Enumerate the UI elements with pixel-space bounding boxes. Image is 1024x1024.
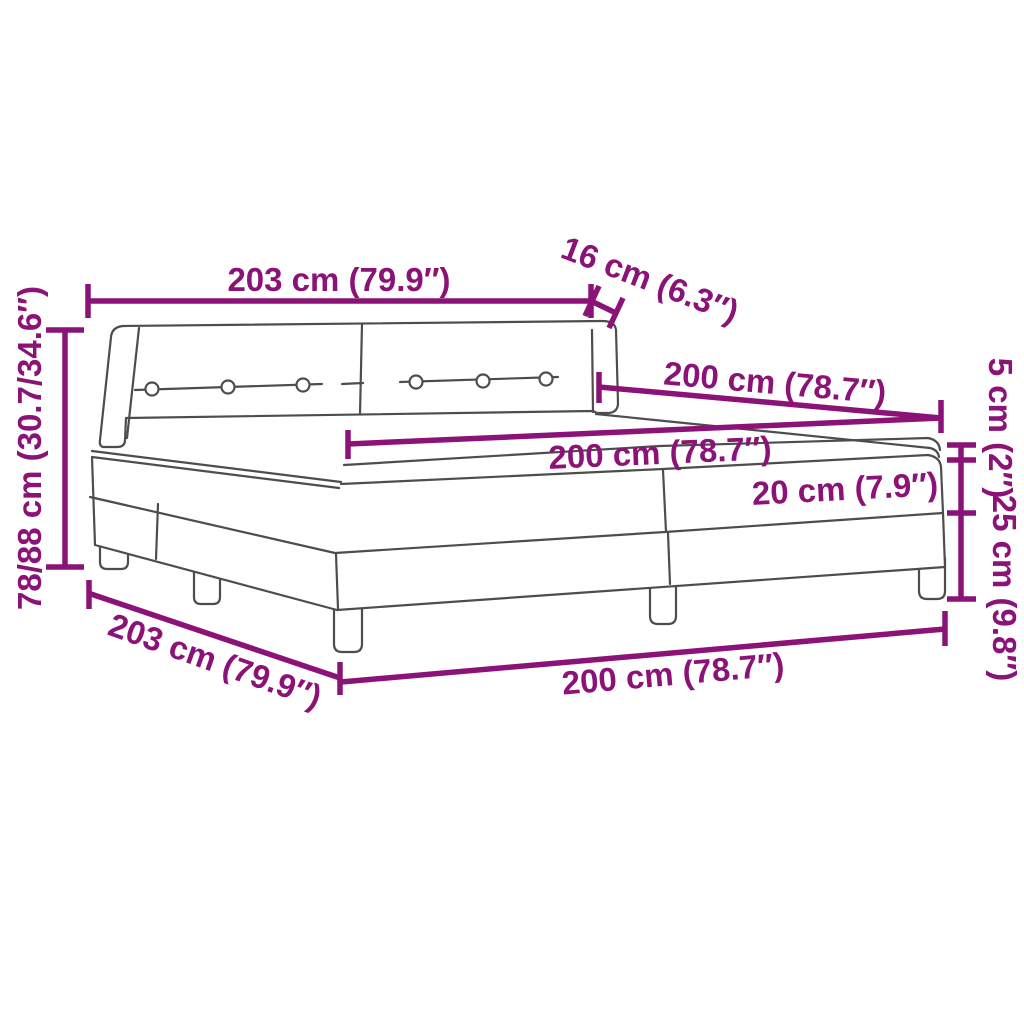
dim-tick bbox=[582, 284, 602, 318]
dim-tick bbox=[606, 296, 626, 330]
headboard-left-wing-inner bbox=[125, 326, 141, 440]
mattress-divider bbox=[661, 468, 668, 534]
dim-total-height bbox=[46, 327, 84, 570]
dim-bed-length bbox=[596, 372, 944, 433]
dim-line bbox=[87, 590, 341, 681]
bed-leg bbox=[192, 568, 222, 606]
base-divider bbox=[666, 531, 672, 586]
dim-total-height-label: 78/88 cm (30.7/34.6″) bbox=[11, 286, 48, 610]
head-face-vertical-seam bbox=[154, 502, 160, 561]
dim-line bbox=[347, 415, 942, 447]
deck-left-edge bbox=[90, 449, 343, 484]
headboard-button bbox=[475, 373, 491, 389]
deck-far-edge bbox=[594, 412, 941, 459]
head-face-seam bbox=[88, 495, 337, 555]
head-face-bottom-edge bbox=[93, 543, 339, 612]
dim-topper-height-label: 5 cm (2″) bbox=[982, 358, 1019, 499]
dim-base-length bbox=[340, 611, 948, 685]
dim-base-width bbox=[86, 580, 343, 695]
front-corner-edge bbox=[334, 552, 340, 611]
headboard bbox=[98, 319, 620, 449]
headboard-button bbox=[295, 377, 311, 393]
base-right-edge bbox=[941, 511, 947, 569]
dim-headboard-depth bbox=[582, 284, 626, 330]
deck-left-edge-piping bbox=[90, 455, 341, 490]
headboard-center-divider bbox=[358, 322, 364, 416]
topper-front-edge bbox=[342, 436, 942, 467]
headboard-button bbox=[144, 381, 160, 397]
dim-base-height-label: 25 cm (9.8″) bbox=[986, 495, 1023, 681]
bed-leg bbox=[332, 604, 364, 654]
dim-headboard-width-label: 203 cm (79.9″) bbox=[227, 261, 450, 298]
headboard-button bbox=[220, 379, 236, 395]
dimension-annotations bbox=[46, 284, 976, 695]
headboard-button-line bbox=[340, 381, 365, 386]
headboard-right-wing-inner bbox=[590, 328, 595, 414]
dim-line bbox=[340, 626, 946, 685]
mattress-front-edge bbox=[339, 453, 945, 515]
headboard-button bbox=[538, 371, 554, 387]
bed-line-drawing bbox=[88, 319, 947, 654]
dim-line bbox=[598, 384, 942, 421]
headboard-button bbox=[408, 374, 424, 390]
headboard-buttons bbox=[144, 371, 554, 397]
bed-body bbox=[92, 411, 945, 610]
bed-leg bbox=[648, 581, 678, 626]
base-bottom-edge bbox=[335, 565, 947, 612]
dim-right-heights bbox=[947, 442, 976, 602]
head-face-left-edge bbox=[90, 455, 97, 547]
dim-mattress-length bbox=[345, 415, 942, 459]
dim-line bbox=[589, 298, 620, 317]
